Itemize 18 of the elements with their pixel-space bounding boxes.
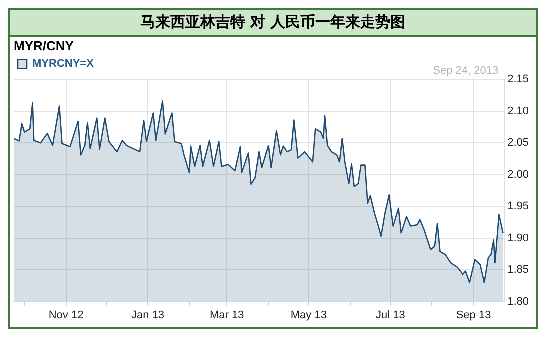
y-tick-label: 1.85 bbox=[508, 264, 530, 276]
x-tick-label: Sep 13 bbox=[456, 309, 492, 322]
y-tick-label: 2.10 bbox=[508, 105, 530, 118]
y-tick-label: 1.90 bbox=[508, 232, 530, 244]
x-tick-label: Jan 13 bbox=[132, 309, 165, 322]
x-tick-label: Nov 12 bbox=[48, 309, 84, 322]
x-tick-label: Mar 13 bbox=[210, 309, 244, 322]
y-tick-label: 2.00 bbox=[508, 168, 530, 181]
chart-title: 马来西亚林吉特 对 人民币一年来走势图 bbox=[10, 10, 536, 37]
y-tick-label: 2.05 bbox=[508, 137, 530, 150]
x-tick-label: Jul 13 bbox=[376, 309, 406, 322]
y-tick-label: 1.80 bbox=[508, 296, 530, 308]
text: Sep 24, 2013 bbox=[433, 65, 499, 78]
legend-label: MYRCNY=X bbox=[32, 58, 95, 70]
y-tick-label: 2.15 bbox=[508, 74, 530, 86]
chart-subtitle: MYR/CNY bbox=[14, 38, 74, 54]
x-tick-label: May 13 bbox=[290, 309, 327, 322]
y-tick-label: 1.95 bbox=[508, 200, 530, 213]
